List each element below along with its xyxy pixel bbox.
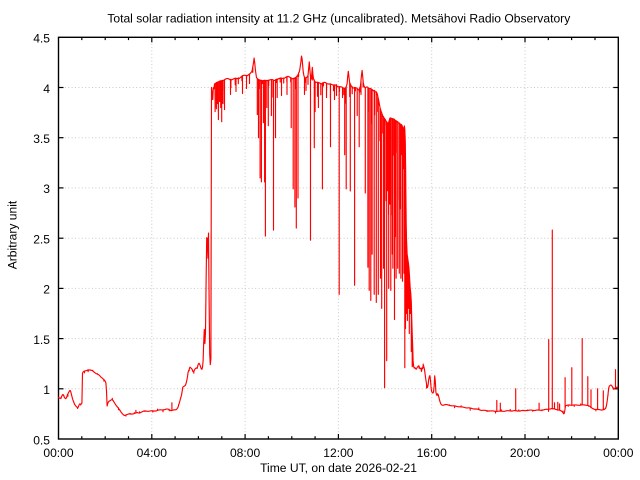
svg-text:2: 2 <box>43 283 50 297</box>
svg-text:3: 3 <box>43 182 50 196</box>
svg-text:04:00: 04:00 <box>137 446 168 460</box>
svg-text:Time UT, on date 2026-02-21: Time UT, on date 2026-02-21 <box>260 461 417 475</box>
svg-text:00:00: 00:00 <box>43 446 74 460</box>
svg-text:2.5: 2.5 <box>33 233 50 247</box>
svg-text:00:00: 00:00 <box>603 446 634 460</box>
svg-text:12:00: 12:00 <box>323 446 354 460</box>
svg-text:1: 1 <box>43 383 50 397</box>
svg-text:3.5: 3.5 <box>33 132 50 146</box>
svg-text:4: 4 <box>43 82 50 96</box>
svg-text:Total solar radiation intensit: Total solar radiation intensity at 11.2 … <box>107 12 571 26</box>
svg-text:4.5: 4.5 <box>33 32 50 46</box>
svg-text:0.5: 0.5 <box>33 433 50 447</box>
svg-text:1.5: 1.5 <box>33 333 50 347</box>
svg-text:Arbitrary unit: Arbitrary unit <box>6 200 20 269</box>
svg-text:16:00: 16:00 <box>417 446 448 460</box>
svg-text:08:00: 08:00 <box>230 446 261 460</box>
svg-text:20:00: 20:00 <box>510 446 541 460</box>
